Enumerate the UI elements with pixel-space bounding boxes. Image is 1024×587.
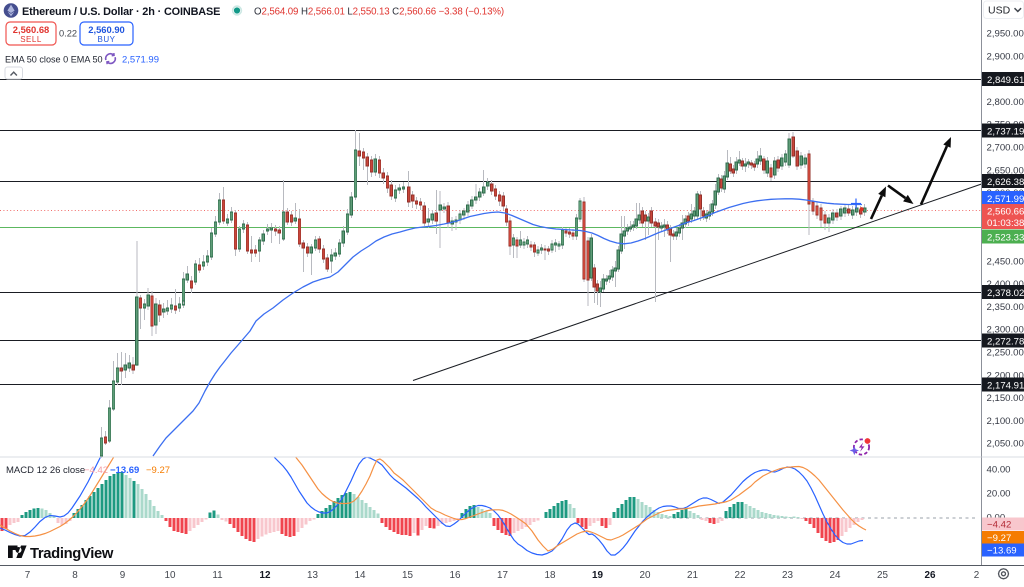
- svg-text:−9.27: −9.27: [987, 533, 1011, 544]
- svg-text:19: 19: [592, 570, 603, 581]
- svg-text:−9.27: −9.27: [146, 465, 170, 476]
- svg-text:12: 12: [260, 570, 271, 581]
- svg-text:2,737.19: 2,737.19: [987, 126, 1024, 137]
- svg-text:−4.42: −4.42: [84, 465, 108, 476]
- svg-text:15: 15: [402, 570, 413, 581]
- svg-text:−13.69: −13.69: [987, 546, 1017, 557]
- svg-text:14: 14: [355, 570, 366, 581]
- svg-text:2,523.33: 2,523.33: [987, 232, 1024, 243]
- svg-text:25: 25: [877, 570, 888, 581]
- svg-text:TradingView: TradingView: [30, 546, 114, 562]
- svg-text:2,560.68: 2,560.68: [13, 24, 50, 35]
- svg-text:2,849.61: 2,849.61: [987, 75, 1024, 86]
- svg-text:2: 2: [974, 570, 980, 581]
- svg-text:26: 26: [925, 570, 936, 581]
- svg-text:O2,564.09 H2,566.01 L2,550.13: O2,564.09 H2,566.01 L2,550.13 C2,560.66 …: [254, 7, 504, 18]
- svg-text:2,050.00: 2,050.00: [987, 439, 1024, 450]
- svg-text:9: 9: [120, 570, 126, 581]
- svg-text:10: 10: [165, 570, 176, 581]
- svg-text:16: 16: [450, 570, 461, 581]
- svg-text:7: 7: [25, 570, 31, 581]
- svg-text:2,950.00: 2,950.00: [987, 29, 1024, 40]
- svg-text:2,378.02: 2,378.02: [987, 288, 1024, 299]
- svg-text:24: 24: [830, 570, 841, 581]
- svg-text:2,150.00: 2,150.00: [987, 393, 1024, 404]
- svg-text:2,571.99: 2,571.99: [122, 54, 159, 65]
- svg-text:2,560.90: 2,560.90: [88, 24, 125, 35]
- svg-text:21: 21: [687, 570, 698, 581]
- svg-text:2,272.78: 2,272.78: [987, 336, 1024, 347]
- svg-text:2,400.00: 2,400.00: [987, 279, 1024, 290]
- svg-text:11: 11: [212, 570, 223, 581]
- svg-text:17: 17: [497, 570, 508, 581]
- svg-text:18: 18: [545, 570, 556, 581]
- svg-text:8: 8: [72, 570, 78, 581]
- svg-text:SELL: SELL: [20, 35, 42, 44]
- svg-text:2,560.66: 2,560.66: [987, 206, 1024, 217]
- svg-text:20.00: 20.00: [987, 488, 1011, 499]
- svg-text:USD: USD: [988, 4, 1011, 16]
- svg-text:2,571.99: 2,571.99: [987, 194, 1024, 205]
- svg-text:2,900.00: 2,900.00: [987, 51, 1024, 62]
- svg-text:2,250.00: 2,250.00: [987, 348, 1024, 359]
- svg-text:MACD 12 26 close: MACD 12 26 close: [6, 465, 85, 476]
- svg-text:23: 23: [782, 570, 793, 581]
- svg-text:40.00: 40.00: [987, 464, 1011, 475]
- svg-text:2,350.00: 2,350.00: [987, 302, 1024, 313]
- svg-text:−13.69: −13.69: [110, 465, 139, 476]
- svg-text:Ethereum / U.S. Dollar · 2h ·: Ethereum / U.S. Dollar · 2h · COINBASE: [22, 6, 220, 18]
- svg-text:0.22: 0.22: [59, 29, 77, 39]
- svg-text:2,450.00: 2,450.00: [987, 256, 1024, 267]
- svg-text:BUY: BUY: [98, 35, 116, 44]
- svg-text:13: 13: [307, 570, 318, 581]
- svg-text:2,800.00: 2,800.00: [987, 97, 1024, 108]
- svg-text:2,100.00: 2,100.00: [987, 416, 1024, 427]
- svg-text:2,300.00: 2,300.00: [987, 325, 1024, 336]
- svg-text:22: 22: [735, 570, 746, 581]
- svg-text:2,626.38: 2,626.38: [987, 177, 1024, 188]
- svg-text:20: 20: [640, 570, 651, 581]
- svg-text:2,200.00: 2,200.00: [987, 370, 1024, 381]
- svg-text:−4.42: −4.42: [987, 520, 1011, 531]
- svg-text:2,700.00: 2,700.00: [987, 143, 1024, 154]
- svg-text:01:03:38: 01:03:38: [987, 218, 1024, 229]
- svg-text:EMA 50 close 0 EMA 50: EMA 50 close 0 EMA 50: [5, 54, 103, 64]
- svg-text:2,650.00: 2,650.00: [987, 165, 1024, 176]
- svg-text:2,174.91: 2,174.91: [987, 380, 1024, 391]
